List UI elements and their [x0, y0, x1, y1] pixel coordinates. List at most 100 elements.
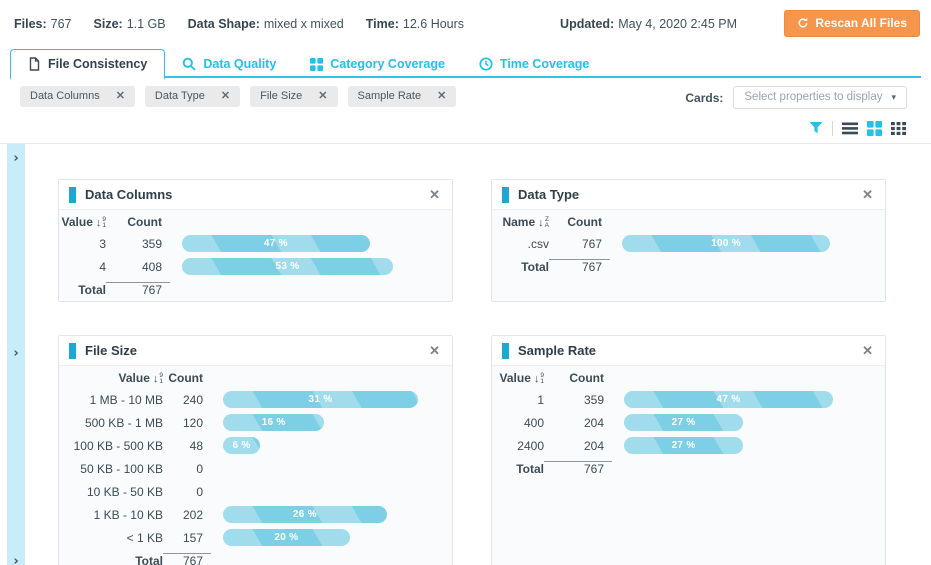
card-title: File Size — [85, 343, 138, 358]
percent-label: 26 % — [292, 509, 317, 520]
chevron-right-icon[interactable]: › — [13, 554, 19, 565]
list-view-icon[interactable] — [842, 122, 858, 135]
total-value: 767 — [163, 553, 211, 565]
row-count: 120 — [182, 415, 203, 430]
row-count: 408 — [141, 259, 162, 274]
percent-label: 47 % — [263, 238, 288, 249]
card-title: Data Columns — [85, 187, 173, 202]
chip-data-columns[interactable]: Data Columns ✕ — [20, 86, 135, 107]
card-header: Data Type ✕ — [492, 180, 885, 210]
close-icon[interactable]: ✕ — [429, 343, 440, 358]
sort-numeric-icon[interactable]: ↓ 9 1 — [95, 216, 106, 229]
chip-close-icon[interactable]: ✕ — [318, 89, 328, 102]
close-icon[interactable]: ✕ — [862, 187, 873, 202]
card-accent-bar — [502, 186, 509, 203]
chip-close-icon[interactable]: ✕ — [115, 89, 125, 102]
table-row: < 1 KB 157 20 % — [59, 526, 452, 549]
dropdown-placeholder: Select properties to display — [744, 91, 883, 103]
grid-2-view-icon[interactable] — [867, 120, 882, 136]
card-header: Data Columns ✕ — [59, 180, 452, 210]
row-value: < 1 KB — [126, 530, 163, 545]
sort-numeric-icon[interactable]: ↓ 9 1 — [152, 372, 163, 385]
column-header-count[interactable]: Count — [569, 371, 604, 385]
table-row: 50 KB - 100 KB 0 — [59, 457, 452, 480]
sort-alpha-icon[interactable]: ↓ Z A — [538, 216, 549, 229]
tab-category-coverage[interactable]: Category Coverage — [293, 50, 462, 78]
tab-file-consistency[interactable]: File Consistency — [10, 49, 166, 80]
table-row: 1 MB - 10 MB 240 31 % — [59, 388, 452, 411]
row-value: 1 KB - 10 KB — [93, 507, 163, 522]
chip-data-type[interactable]: Data Type ✕ — [144, 86, 241, 107]
percent-bar-track: 53 % — [182, 258, 393, 275]
tab-label: Data Quality — [203, 57, 277, 71]
column-header-value[interactable]: Value ↓ 9 1 — [118, 371, 163, 385]
stat-time-value: 12.6 Hours — [402, 16, 465, 31]
column-header-count[interactable]: Count — [168, 371, 203, 385]
percent-label: 47 % — [716, 394, 741, 405]
row-value: 100 KB - 500 KB — [73, 438, 163, 453]
column-header-value[interactable]: Value ↓ 9 1 — [61, 215, 106, 229]
table-row: 3 359 47 % — [59, 232, 452, 255]
row-value: 4 — [99, 259, 106, 274]
table-row: 100 KB - 500 KB 48 6 % — [59, 434, 452, 457]
percent-bar: 16 % — [223, 414, 325, 431]
row-count: 48 — [189, 438, 203, 453]
close-icon[interactable]: ✕ — [862, 343, 873, 358]
chip-close-icon[interactable]: ✕ — [437, 89, 447, 102]
chip-label: Data Columns — [30, 90, 100, 102]
percent-label: 53 % — [275, 261, 300, 272]
percent-bar-track: 20 % — [223, 529, 418, 546]
side-collapse-strip[interactable] — [7, 144, 25, 565]
toolbar-divider — [832, 120, 833, 136]
percent-bar: 27 % — [624, 414, 744, 431]
close-icon[interactable]: ✕ — [429, 187, 440, 202]
chevron-right-icon[interactable]: › — [13, 151, 19, 166]
updated-value: May 4, 2020 2:45 PM — [618, 16, 738, 31]
row-value: .csv — [527, 236, 549, 251]
stat-size: Size: 1.1 GB — [94, 17, 166, 31]
total-value: 767 — [549, 259, 610, 274]
row-value: 1 MB - 10 MB — [89, 392, 163, 407]
card-body: Value ↓ 9 1 Count 1 359 47 % 400 204 27 % 2… — [492, 366, 885, 480]
chevron-right-icon[interactable]: › — [13, 346, 19, 361]
tab-label: Category Coverage — [330, 57, 445, 71]
rescan-button-label: Rescan All Files — [815, 16, 907, 30]
sort-numeric-icon[interactable]: ↓ 9 1 — [533, 372, 544, 385]
cards-control: Cards: Select properties to display ▾ — [685, 86, 907, 109]
chip-file-size[interactable]: File Size ✕ — [250, 86, 338, 107]
top-stats-bar: Files: 767 Size: 1.1 GB Data Shape: mixed x… — [0, 0, 931, 47]
total-label: Total — [78, 282, 106, 297]
percent-label: 27 % — [671, 417, 696, 428]
table-row: 10 KB - 50 KB 0 — [59, 480, 452, 503]
column-header-name[interactable]: Name ↓ Z A — [502, 215, 549, 229]
row-count: 204 — [583, 415, 604, 430]
percent-bar: 27 % — [624, 437, 744, 454]
stat-files-value: 767 — [50, 16, 72, 31]
tab-time-coverage[interactable]: Time Coverage — [462, 50, 606, 78]
tab-data-quality[interactable]: Data Quality — [165, 50, 293, 78]
table-row: 400 204 27 % — [492, 411, 885, 434]
row-value: 1 — [537, 392, 544, 407]
grid-3-view-icon[interactable] — [891, 121, 906, 135]
column-header-value[interactable]: Value ↓ 9 1 — [499, 371, 544, 385]
card-properties-dropdown[interactable]: Select properties to display ▾ — [733, 86, 907, 109]
column-header-count[interactable]: Count — [567, 215, 602, 229]
row-count: 240 — [182, 392, 203, 407]
card-accent-bar — [502, 342, 509, 359]
chip-sample-rate[interactable]: Sample Rate ✕ — [347, 86, 457, 107]
percent-bar: 31 % — [223, 391, 418, 408]
column-header-count[interactable]: Count — [127, 215, 162, 229]
percent-bar: 26 % — [223, 506, 387, 523]
chip-close-icon[interactable]: ✕ — [220, 89, 231, 102]
dataset-stats: Files: 767 Size: 1.1 GB Data Shape: mixed x… — [14, 17, 464, 31]
card-body: Value ↓ 9 1 Count 1 MB - 10 MB 240 31 % 500… — [59, 366, 452, 565]
card-data-type: Data Type ✕ Name ↓ Z A Count .csv 767 100 %… — [491, 179, 886, 302]
filter-icon[interactable] — [809, 121, 823, 135]
card-header: Sample Rate ✕ — [492, 336, 885, 366]
card-header: File Size ✕ — [59, 336, 452, 366]
percent-bar: 20 % — [223, 529, 350, 546]
percent-bar: 47 % — [624, 391, 833, 408]
percent-label: 100 % — [711, 238, 741, 249]
card-body: Value ↓ 9 1 Count 3 359 47 % 4 408 53 % Tot… — [59, 210, 452, 301]
rescan-all-files-button[interactable]: Rescan All Files — [784, 10, 920, 37]
